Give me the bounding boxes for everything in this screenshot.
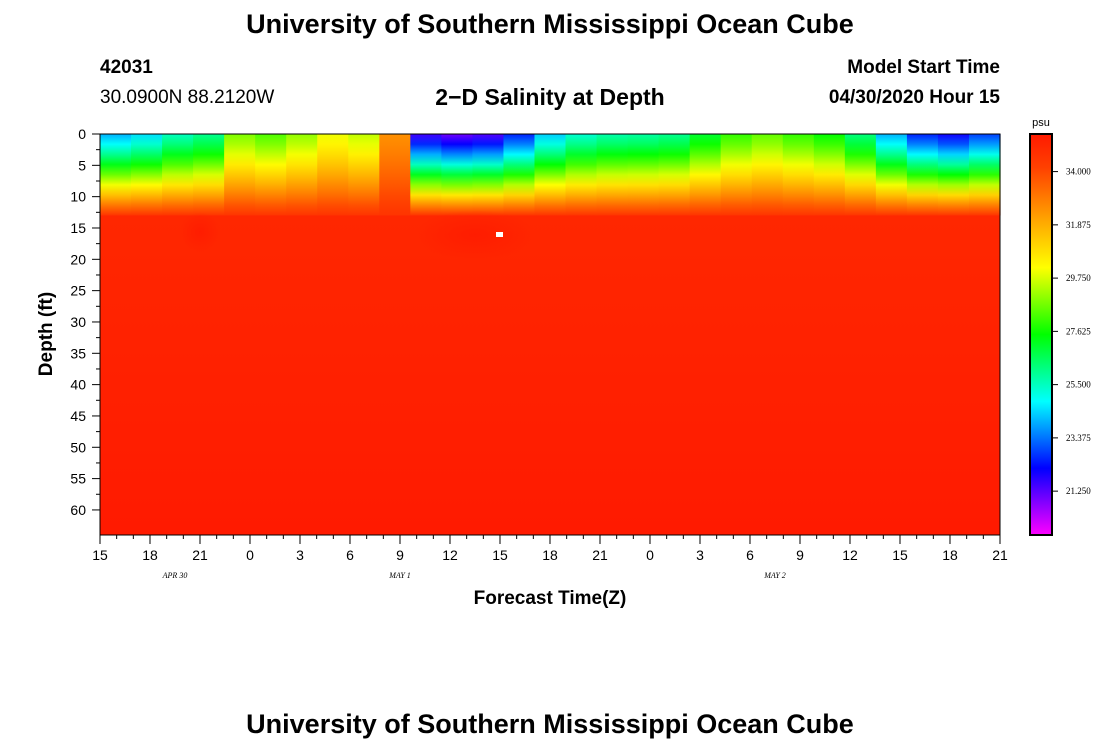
heatmap-column [565, 134, 598, 216]
heatmap-column [410, 134, 442, 216]
y-tick-label: 35 [70, 345, 86, 361]
heatmap-column [379, 134, 411, 216]
colorbar-tick-label: 27.625 [1066, 326, 1091, 336]
y-tick-label: 20 [70, 251, 86, 267]
heatmap-column [906, 134, 939, 216]
x-tick-label: 12 [842, 547, 858, 563]
heatmap-column [224, 134, 256, 216]
heatmap-column [627, 134, 660, 216]
x-day-label: MAY 2 [763, 571, 786, 580]
y-tick-label: 55 [70, 471, 86, 487]
y-tick-label: 25 [70, 283, 86, 299]
colorbar-tick-label: 21.250 [1066, 486, 1091, 496]
y-tick-label: 15 [70, 220, 86, 236]
heatmap-column [441, 134, 474, 216]
point-marker [496, 232, 503, 237]
colorbar-tick-label: 31.875 [1066, 220, 1091, 230]
heatmap-column [162, 134, 194, 216]
x-day-label: MAY 1 [388, 571, 411, 580]
heatmap-column [348, 134, 380, 216]
colorbar-tick-label: 34.000 [1066, 167, 1091, 177]
x-tick-label: 15 [892, 547, 908, 563]
x-tick-label: 3 [296, 547, 304, 563]
heatmap-column [503, 134, 536, 216]
y-tick-label: 40 [70, 377, 86, 393]
heatmap-column [100, 134, 132, 216]
heatmap-column [534, 134, 567, 216]
colorbar-tick-label: 23.375 [1066, 433, 1091, 443]
heatmap-column [286, 134, 318, 216]
x-tick-label: 3 [696, 547, 704, 563]
x-tick-label: 0 [246, 547, 254, 563]
page-title: University of Southern Mississippi Ocean… [246, 9, 854, 39]
chart-title: 2−D Salinity at Depth [435, 84, 665, 110]
heatmap-surface-columns [100, 134, 1001, 216]
heatmap-column [782, 134, 815, 216]
heatmap-column [968, 134, 1001, 216]
heatmap-column [720, 134, 753, 216]
x-tick-label: 0 [646, 547, 654, 563]
model-start-label: Model Start Time [847, 57, 1000, 78]
station-id: 42031 [100, 57, 153, 78]
x-tick-label: 12 [442, 547, 458, 563]
salinity-heatmap [100, 134, 1001, 535]
colorbar-scale [1029, 133, 1053, 536]
y-axis-title: Depth (ft) [36, 292, 57, 376]
heatmap-column [472, 134, 505, 216]
heatmap-column [596, 134, 629, 216]
y-tick-label: 0 [78, 126, 86, 142]
x-tick-label: 18 [942, 547, 958, 563]
x-tick-label: 6 [746, 547, 754, 563]
heatmap-column [875, 134, 908, 216]
heatmap-salty-patch [415, 210, 535, 260]
x-tick-label: 6 [346, 547, 354, 563]
x-day-label: APR 30 [162, 571, 188, 580]
heatmap-column [131, 134, 163, 216]
heatmap-column [937, 134, 970, 216]
colorbar-unit: psu [1032, 117, 1050, 129]
y-axis: 0 5 10 15 20 25 30 35 40 45 50 55 60 [70, 126, 100, 518]
x-tick-label: 18 [542, 547, 558, 563]
x-tick-label: 21 [992, 547, 1008, 563]
heatmap-column [193, 134, 225, 216]
heatmap-column [813, 134, 846, 216]
x-tick-label: 15 [92, 547, 108, 563]
y-tick-label: 5 [78, 157, 86, 173]
colorbar: psu 34.000 31.875 29.750 27.625 25.500 23.375… [1029, 117, 1091, 536]
heatmap-column [658, 134, 691, 216]
heatmap-column [689, 134, 722, 216]
heatmap-column [317, 134, 349, 216]
x-tick-label: 18 [142, 547, 158, 563]
station-coords: 30.0900N 88.2120W [100, 87, 275, 108]
y-tick-label: 45 [70, 408, 86, 424]
heatmap-column [751, 134, 784, 216]
x-tick-label: 15 [492, 547, 508, 563]
y-tick-label: 30 [70, 314, 86, 330]
x-tick-label: 9 [796, 547, 804, 563]
colorbar-tick-label: 29.750 [1066, 273, 1091, 283]
x-axis: 15 18 21 0 3 6 9 12 15 18 21 0 3 6 9 12 15 18 21 APR 30 MAY … [92, 535, 1008, 580]
model-start-value: 04/30/2020 Hour 15 [828, 87, 1000, 108]
y-tick-label: 50 [70, 439, 86, 455]
x-tick-label: 21 [592, 547, 608, 563]
heatmap-column [844, 134, 877, 216]
y-tick-label: 60 [70, 502, 86, 518]
y-tick-label: 10 [70, 189, 86, 205]
heatmap-column [255, 134, 287, 216]
x-axis-title: Forecast Time(Z) [474, 588, 627, 609]
x-tick-label: 21 [192, 547, 208, 563]
colorbar-tick-label: 25.500 [1066, 380, 1091, 390]
footer-title: University of Southern Mississippi Ocean… [246, 709, 854, 739]
heatmap-salty-patch [180, 212, 220, 252]
x-tick-label: 9 [396, 547, 404, 563]
